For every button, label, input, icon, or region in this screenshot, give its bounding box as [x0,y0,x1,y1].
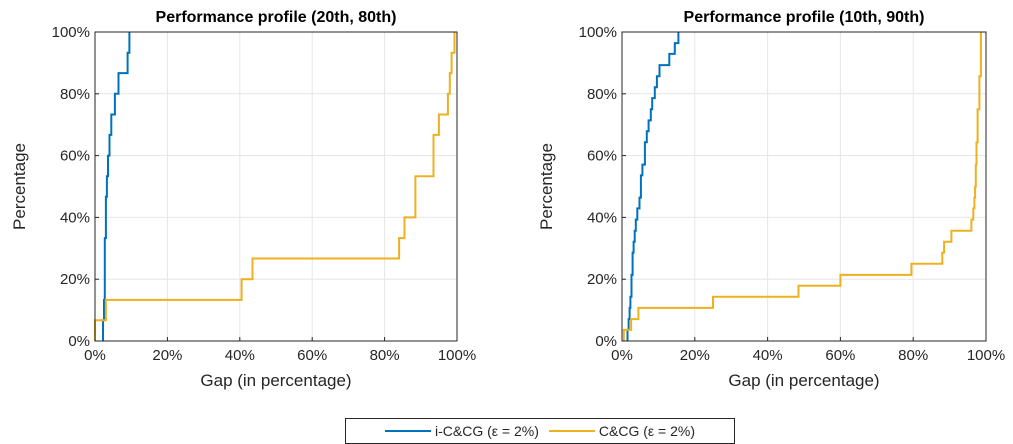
series-line-2-iccg [626,32,680,341]
chart-title-2: Performance profile (10th, 90th) [684,9,925,26]
x-tick-label-2-3: 60% [825,347,855,364]
y-tick-label-2-1: 20% [587,271,617,288]
legend-swatch-iccg [385,430,432,432]
axes-box-2 [621,31,987,342]
series-line-1-ccg [94,32,456,341]
y-axis-label-2: Percentage [537,143,556,230]
y-tick-label-1-4: 80% [60,86,90,103]
x-tick-label-1-5: 100% [438,347,476,364]
x-axis-label-1: Gap (in percentage) [200,371,351,390]
y-tick-label-1-1: 20% [60,271,90,288]
legend-swatch-ccg [548,430,595,432]
x-axis-label-2: Gap (in percentage) [728,371,879,390]
axes-box-1 [94,31,458,342]
x-tick-label-2-4: 80% [898,347,928,364]
y-tick-label-1-3: 60% [60,148,90,165]
y-tick-label-1-0: 0% [68,333,90,350]
legend-item-iccg: i-C&CG (ε = 2%) [385,423,539,439]
x-tick-label-1-4: 80% [370,347,400,364]
y-tick-label-2-0: 0% [595,333,617,350]
y-tick-label-2-2: 40% [587,209,617,226]
series-line-1-iccg [102,32,131,341]
x-tick-label-2-1: 20% [680,347,710,364]
x-tick-label-1-1: 20% [152,347,182,364]
y-tick-label-2-5: 100% [579,24,617,41]
y-tick-label-2-4: 80% [587,86,617,103]
plot-area-2 [622,32,986,341]
charts-canvas: 0% 20% 40% 60% 80% 100% 0% 20% 40% 60% 80% 100% Perf… [10,9,1005,390]
plot-area-1 [95,32,457,341]
x-tick-label-1-2: 40% [225,347,255,364]
series-line-2-ccg [622,32,982,341]
y-tick-label-1-5: 100% [52,24,90,41]
x-tick-label-2-5: 100% [967,347,1005,364]
legend-label-iccg: i-C&CG (ε = 2%) [435,423,539,439]
legend-label-ccg: C&CG (ε = 2%) [598,423,695,439]
x-tick-label-2-2: 40% [753,347,783,364]
y-tick-label-2-3: 60% [587,148,617,165]
x-tick-label-1-3: 60% [297,347,327,364]
y-tick-label-1-2: 40% [60,209,90,226]
y-axis-label-1: Percentage [10,143,29,230]
legend-item-ccg: C&CG (ε = 2%) [548,423,695,439]
x-tick-label-2-0: 0% [611,347,633,364]
chart-title-1: Performance profile (20th, 80th) [156,9,397,26]
legend: i-C&CG (ε = 2%) C&CG (ε = 2%) [345,418,735,444]
x-tick-label-1-0: 0% [84,347,106,364]
